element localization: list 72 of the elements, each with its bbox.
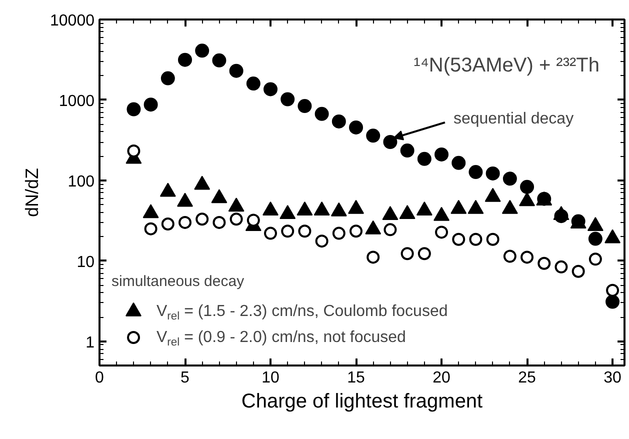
point	[520, 250, 534, 264]
y-tick-label: 100	[68, 173, 95, 190]
x-axis-title: Charge of lightest fragment	[241, 390, 484, 412]
point	[554, 260, 568, 274]
point	[606, 294, 620, 309]
point	[588, 252, 602, 266]
point	[520, 180, 534, 194]
point	[502, 172, 517, 186]
text: ¹⁴N(53AMeV) + ²³²Th	[414, 54, 600, 76]
point	[264, 82, 278, 96]
point	[400, 247, 414, 260]
point	[538, 256, 551, 270]
point	[349, 120, 364, 134]
point	[350, 224, 363, 238]
point	[332, 226, 346, 240]
point	[315, 234, 328, 248]
x-tick-label: 0	[95, 370, 104, 386]
point	[144, 222, 158, 236]
point	[178, 52, 192, 67]
x-tick-label: 25	[518, 370, 536, 386]
point	[298, 224, 312, 238]
point	[212, 53, 226, 68]
point	[606, 284, 620, 297]
point	[280, 92, 295, 106]
point	[229, 64, 244, 78]
point	[160, 71, 175, 86]
point	[469, 232, 482, 246]
x-tick-label: 10	[262, 370, 280, 386]
point	[468, 165, 483, 180]
point	[212, 216, 226, 229]
x-tick-label: 5	[180, 370, 190, 386]
y-tick-label: 10000	[50, 12, 95, 30]
point	[126, 102, 141, 116]
x-tick-label: 30	[604, 370, 622, 386]
y-tick-label: 1000	[58, 92, 95, 110]
point	[314, 106, 329, 121]
point	[572, 264, 585, 278]
point	[452, 232, 466, 246]
point	[366, 128, 380, 143]
point	[503, 250, 516, 263]
legend-title: simultaneous decay	[112, 273, 245, 290]
point	[588, 232, 602, 246]
point	[144, 98, 158, 112]
point	[281, 224, 294, 238]
y-axis-title: dN/dZ	[22, 168, 42, 218]
y-tick-label: 1	[86, 334, 95, 352]
point	[366, 250, 380, 264]
annotation: sequential decay	[453, 110, 574, 128]
y-tick-label: 10	[76, 254, 95, 271]
point	[230, 212, 243, 226]
point	[161, 218, 174, 230]
point	[384, 223, 397, 236]
x-tick-label: 15	[347, 370, 366, 386]
point	[195, 44, 210, 58]
point	[486, 166, 500, 180]
point	[434, 147, 449, 162]
point	[452, 156, 466, 170]
point	[418, 247, 431, 260]
point	[178, 216, 192, 229]
x-tick-label: 20	[432, 370, 451, 386]
point	[417, 152, 432, 166]
point	[196, 212, 209, 226]
point	[264, 226, 278, 240]
point	[246, 76, 260, 91]
point	[298, 99, 312, 114]
point	[246, 214, 260, 227]
point	[383, 135, 398, 149]
point	[127, 144, 140, 158]
point	[486, 232, 500, 246]
point	[400, 144, 414, 158]
point	[435, 226, 448, 239]
point	[332, 114, 346, 128]
